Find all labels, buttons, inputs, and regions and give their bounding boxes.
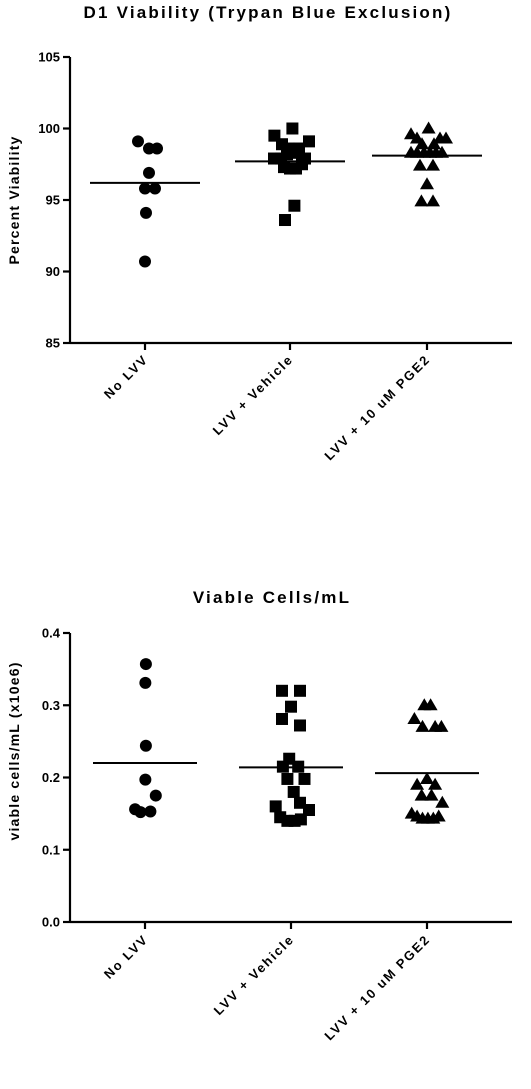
data-point-square — [294, 719, 306, 732]
data-point-square — [279, 214, 291, 227]
data-point-triangle — [414, 194, 429, 207]
x-category-label: LVV + 10 uM PGE2 — [321, 352, 433, 464]
data-point-circle — [144, 805, 157, 818]
data-point-triangle — [428, 777, 443, 790]
data-point-circle — [149, 789, 162, 802]
data-point-square — [276, 684, 288, 697]
data-point-triangle — [439, 131, 453, 144]
chart-viable-cells: Viable Cells/mL viable cells/mL (x10e6) … — [6, 588, 512, 1043]
data-point-square — [303, 135, 315, 148]
data-point-circle — [139, 182, 151, 195]
data-point-square — [281, 772, 294, 785]
y-tick-label: 0.0 — [42, 915, 60, 930]
chart-1-y-ticks: 85 90 95 100 105 — [38, 50, 70, 351]
chart-1-ylabel: Percent Viability — [6, 135, 22, 264]
data-point-square — [296, 158, 308, 171]
data-point-circle — [139, 676, 152, 689]
y-tick-label: 105 — [38, 50, 60, 65]
chart-viability: D1 Viability (Trypan Blue Exclusion) Per… — [6, 3, 512, 463]
chart-1-points — [132, 121, 453, 268]
data-point-circle — [143, 166, 155, 179]
chart-2-y-ticks: 0.0 0.1 0.2 0.3 0.4 — [42, 626, 70, 930]
data-point-triangle — [413, 158, 427, 171]
data-point-triangle — [415, 719, 430, 732]
y-tick-label: 0.3 — [42, 698, 60, 713]
y-tick-label: 90 — [46, 264, 60, 279]
data-point-triangle — [434, 719, 449, 732]
data-point-circle — [149, 182, 161, 195]
data-point-square — [303, 804, 315, 817]
data-point-triangle — [426, 194, 440, 207]
x-category-label: LVV + 10 uM PGE2 — [321, 932, 433, 1044]
data-point-square — [298, 772, 311, 785]
chart-2-points — [129, 658, 450, 827]
x-category-label: No LVV — [101, 352, 151, 402]
data-point-triangle — [427, 137, 441, 150]
data-point-square — [287, 785, 300, 798]
data-point-circle — [140, 206, 152, 219]
data-point-square — [288, 199, 301, 212]
data-point-circle — [134, 806, 147, 819]
chart-2-means — [93, 762, 479, 775]
data-point-triangle — [431, 809, 446, 822]
x-category-label: LVV + Vehicle — [211, 932, 298, 1019]
x-category-label: No LVV — [101, 932, 151, 982]
data-point-triangle — [415, 137, 429, 150]
data-point-square — [285, 700, 297, 713]
data-point-square — [269, 800, 282, 813]
y-tick-label: 0.4 — [42, 626, 61, 641]
y-tick-label: 95 — [46, 193, 60, 208]
y-tick-label: 85 — [46, 336, 60, 351]
chart-1-x-categories: No LVV LVV + Vehicle LVV + 10 uM PGE2 — [101, 343, 433, 463]
chart-1-means — [90, 154, 482, 184]
data-point-circle — [132, 135, 144, 148]
data-point-square — [294, 684, 306, 697]
data-point-circle — [151, 142, 163, 155]
chart-2-x-categories: No LVV LVV + Vehicle LVV + 10 uM PGE2 — [101, 922, 433, 1043]
data-point-triangle — [421, 121, 436, 134]
data-point-triangle — [420, 177, 434, 190]
x-category-label: LVV + Vehicle — [210, 352, 297, 439]
data-point-square — [286, 122, 299, 135]
data-point-triangle — [424, 788, 439, 801]
y-tick-label: 0.2 — [42, 770, 60, 785]
data-point-triangle — [420, 771, 434, 784]
data-point-triangle — [423, 698, 438, 711]
data-point-triangle — [426, 158, 440, 171]
data-point-circle — [139, 773, 152, 786]
data-point-triangle — [407, 711, 422, 724]
data-point-triangle — [410, 777, 425, 790]
data-point-circle — [139, 739, 152, 752]
data-point-circle — [139, 658, 152, 671]
y-tick-label: 100 — [38, 121, 60, 136]
data-point-circle — [139, 255, 151, 268]
y-tick-label: 0.1 — [42, 842, 60, 857]
chart-2-ylabel: viable cells/mL (x10e6) — [6, 661, 22, 840]
chart-1-title: D1 Viability (Trypan Blue Exclusion) — [84, 3, 453, 22]
data-point-square — [276, 712, 288, 725]
data-point-square — [287, 146, 300, 159]
data-point-triangle — [435, 795, 450, 808]
data-point-triangle — [414, 788, 429, 801]
data-point-square — [294, 813, 307, 826]
chart-2-title: Viable Cells/mL — [193, 588, 351, 607]
